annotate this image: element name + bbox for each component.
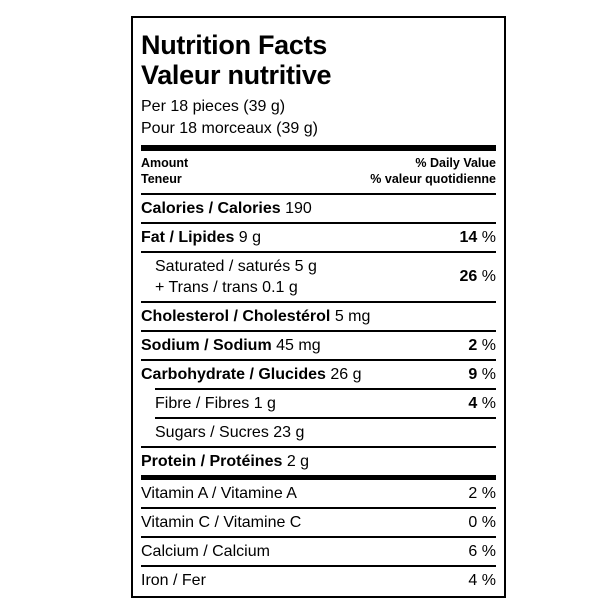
divider bbox=[141, 446, 496, 448]
cholesterol-label: Cholesterol / Cholestérol bbox=[141, 307, 331, 325]
pct-unit: % bbox=[481, 268, 496, 285]
trans-amount: 0.1 g bbox=[262, 279, 298, 296]
fibre-pct: 4 bbox=[468, 394, 478, 412]
pct-unit: % bbox=[481, 228, 496, 246]
row-carbohydrate: Carbohydrate / Glucides 26 g 9 % bbox=[141, 361, 496, 388]
vitamin-a-pct: 2 % bbox=[468, 484, 496, 502]
calcium-pct: 6 % bbox=[468, 542, 496, 560]
vitamin-c-label: Vitamin C / Vitamine C bbox=[141, 513, 302, 531]
calcium-label: Calcium / Calcium bbox=[141, 542, 270, 560]
pct-unit: % bbox=[481, 394, 496, 412]
divider-thick bbox=[141, 475, 496, 480]
row-sodium: Sodium / Sodium 45 mg 2 % bbox=[141, 332, 496, 359]
divider bbox=[141, 301, 496, 303]
title-en: Nutrition Facts bbox=[141, 30, 328, 60]
header-row-fr: Teneur % valeur quotidienne bbox=[141, 171, 496, 187]
divider bbox=[155, 388, 496, 390]
teneur-label: Teneur bbox=[141, 172, 182, 186]
fat-label: Fat / Lipides bbox=[141, 228, 235, 246]
sugars-amount: 23 g bbox=[273, 423, 305, 441]
saturated-amount: 5 g bbox=[294, 258, 317, 275]
nutrition-facts-label: Nutrition Facts Valeur nutritive Per 18 … bbox=[131, 16, 506, 598]
fat-amount: 9 g bbox=[238, 228, 262, 246]
protein-label: Protein / Protéines bbox=[141, 452, 283, 470]
serving-size-fr: Pour 18 morceaux (39 g) bbox=[141, 120, 318, 137]
carbohydrate-amount: 26 g bbox=[330, 365, 362, 383]
valeur-quotidienne-label: % valeur quotidienne bbox=[370, 172, 496, 186]
saturated-label: Saturated / saturés bbox=[155, 258, 291, 275]
divider bbox=[141, 359, 496, 361]
row-vitamin-c: Vitamin C / Vitamine C 0 % bbox=[141, 509, 496, 536]
divider bbox=[141, 193, 496, 195]
iron-pct: 4 % bbox=[468, 571, 496, 589]
fibre-amount: 1 g bbox=[253, 394, 276, 412]
fibre-label: Fibre / Fibres bbox=[155, 394, 250, 412]
divider bbox=[141, 330, 496, 332]
pct-unit: % bbox=[481, 365, 496, 383]
sugars-label: Sugars / Sucres bbox=[155, 423, 269, 441]
saturated-pct: 26 bbox=[459, 268, 478, 285]
fat-pct: 14 bbox=[459, 228, 478, 246]
divider bbox=[141, 251, 496, 253]
calories-label: Calories / Calories bbox=[141, 199, 281, 217]
sodium-label: Sodium / Sodium bbox=[141, 336, 272, 354]
sodium-pct: 2 bbox=[468, 336, 478, 354]
row-fibre: Fibre / Fibres 1 g 4 % bbox=[141, 390, 496, 417]
daily-value-label: % Daily Value bbox=[415, 156, 496, 170]
row-protein: Protein / Protéines 2 g bbox=[141, 448, 496, 475]
divider-thick bbox=[141, 145, 496, 151]
serving-size-en: Per 18 pieces (39 g) bbox=[141, 98, 286, 115]
row-fat: Fat / Lipides 9 g 14 % bbox=[141, 224, 496, 251]
calories-value: 190 bbox=[285, 199, 312, 217]
pct-unit: % bbox=[481, 336, 496, 354]
trans-label: + Trans / trans bbox=[155, 279, 258, 296]
carbohydrate-pct: 9 bbox=[468, 365, 478, 383]
sodium-amount: 45 mg bbox=[276, 336, 321, 354]
carbohydrate-label: Carbohydrate / Glucides bbox=[141, 365, 326, 383]
vitamin-c-pct: 0 % bbox=[468, 513, 496, 531]
divider bbox=[141, 507, 496, 509]
row-sugars: Sugars / Sucres 23 g bbox=[141, 419, 496, 446]
divider bbox=[155, 417, 496, 419]
divider bbox=[141, 565, 496, 567]
row-cholesterol: Cholesterol / Cholestérol 5 mg bbox=[141, 303, 496, 330]
divider bbox=[141, 222, 496, 224]
row-calories: Calories / Calories 190 bbox=[141, 195, 496, 222]
protein-amount: 2 g bbox=[286, 452, 310, 470]
row-saturated-trans: Saturated / saturés 5 g + Trans / trans 0… bbox=[141, 253, 496, 301]
divider bbox=[141, 536, 496, 538]
title-fr: Valeur nutritive bbox=[141, 60, 332, 90]
row-calcium: Calcium / Calcium 6 % bbox=[141, 538, 496, 565]
cholesterol-amount: 5 mg bbox=[334, 307, 371, 325]
iron-label: Iron / Fer bbox=[141, 571, 206, 589]
vitamin-a-label: Vitamin A / Vitamine A bbox=[141, 484, 297, 502]
amount-label: Amount bbox=[141, 156, 189, 170]
row-iron: Iron / Fer 4 % bbox=[141, 567, 496, 594]
row-vitamin-a: Vitamin A / Vitamine A 2 % bbox=[141, 480, 496, 507]
header-row-en: Amount % Daily Value bbox=[141, 155, 496, 171]
